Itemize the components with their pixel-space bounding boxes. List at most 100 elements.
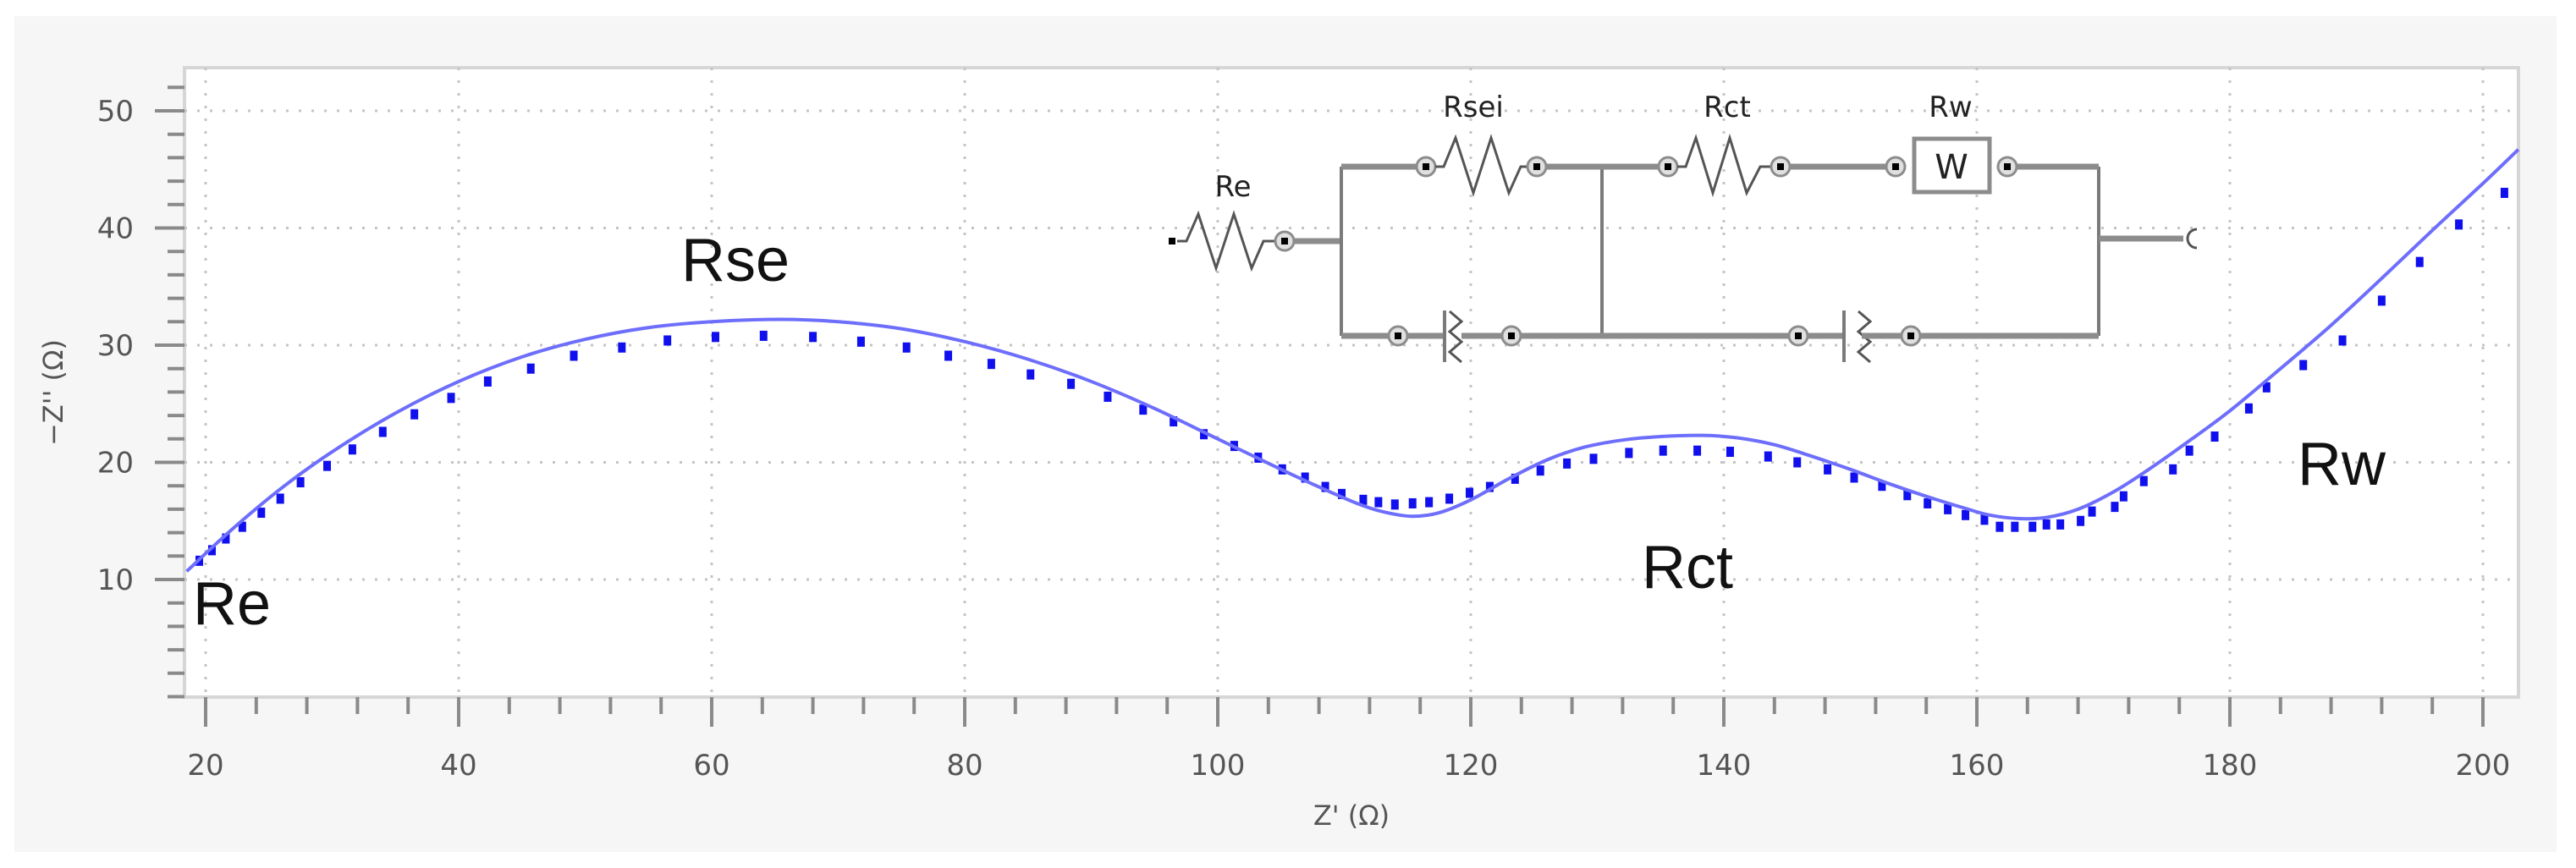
data-point — [1536, 465, 1544, 476]
data-point — [1445, 493, 1454, 504]
data-point — [2299, 360, 2308, 371]
y-tick-label: 30 — [97, 329, 134, 363]
data-point — [1511, 473, 1519, 484]
annotation-rct: Rct — [1642, 534, 1733, 602]
data-point — [711, 332, 719, 343]
data-point — [809, 332, 817, 343]
data-point — [1589, 453, 1598, 464]
data-point — [618, 342, 626, 353]
data-point — [2011, 521, 2019, 532]
data-point — [2377, 295, 2386, 306]
data-point — [2338, 335, 2347, 346]
data-point — [2028, 521, 2037, 532]
data-point — [2185, 445, 2193, 456]
data-point — [2500, 187, 2508, 198]
equivalent-circuit-diagram: Re Rsei Rct W Rw — [1169, 91, 2198, 364]
data-point — [1850, 472, 1858, 483]
resistor-rsei-icon — [1435, 134, 1527, 197]
data-point — [902, 342, 911, 353]
data-point — [1726, 447, 1734, 458]
y-axis-title: −Z'' (Ω) — [37, 339, 69, 446]
data-point — [2262, 382, 2271, 393]
data-point — [276, 493, 284, 504]
x-tick-label: 200 — [2456, 749, 2511, 783]
data-point — [1625, 448, 1633, 459]
data-point — [2119, 491, 2127, 502]
data-point — [856, 336, 865, 347]
data-point — [2210, 431, 2219, 442]
data-point — [1980, 514, 1989, 525]
data-point — [2244, 403, 2253, 414]
data-point — [1067, 378, 1076, 389]
circuit-label-rw: Rw — [1929, 91, 1972, 124]
data-point — [663, 335, 672, 346]
y-tick-label: 20 — [97, 447, 134, 481]
data-point — [1924, 497, 1932, 508]
data-point — [222, 533, 230, 544]
data-point — [1338, 488, 1346, 499]
data-point — [1104, 391, 1112, 402]
data-point — [944, 350, 953, 361]
warburg-element-icon — [1912, 136, 1992, 195]
circuit-output-node-icon — [2186, 228, 2198, 250]
data-point — [2042, 519, 2050, 530]
annotation-re: Re — [193, 570, 271, 638]
data-point — [1485, 481, 1494, 492]
data-point — [1374, 497, 1383, 508]
x-tick-label: 160 — [1950, 749, 2005, 783]
data-point — [2088, 506, 2096, 517]
fit-curve — [185, 148, 2520, 573]
data-point — [1903, 490, 1912, 501]
circuit-label-rct: Rct — [1704, 91, 1751, 124]
circuit-label-re: Re — [1214, 170, 1251, 204]
data-point — [1390, 499, 1399, 510]
data-point — [1321, 481, 1329, 492]
data-point — [1170, 416, 1178, 427]
x-axis-ticks: 20 40 60 80 100 120 140 160 180 200 — [187, 697, 2510, 783]
data-point — [759, 330, 768, 341]
x-axis-title: Z' (Ω) — [1313, 799, 1390, 832]
data-point — [1027, 369, 1035, 380]
data-point — [238, 521, 246, 532]
x-tick-label: 80 — [946, 749, 983, 783]
data-point — [1659, 445, 1667, 456]
data-point — [1408, 497, 1417, 508]
y-axis-ticks: 10 20 30 40 50 — [97, 85, 184, 699]
data-point — [1359, 494, 1368, 505]
data-point — [323, 460, 332, 471]
plot-area — [183, 66, 2520, 699]
data-point — [2169, 464, 2177, 475]
data-point — [1995, 521, 2004, 532]
warburg-label: W — [1935, 148, 1968, 187]
data-point — [987, 359, 995, 370]
x-tick-label: 120 — [1444, 749, 1499, 783]
data-point — [447, 393, 455, 404]
data-point — [257, 508, 266, 519]
data-point — [1466, 487, 1474, 498]
data-point — [2415, 256, 2424, 267]
data-point — [526, 363, 535, 374]
data-point — [570, 350, 578, 361]
data-point — [2077, 515, 2085, 526]
data-point — [1764, 451, 1772, 462]
data-point — [378, 426, 387, 437]
circuit-label-rsei: Rsei — [1443, 91, 1504, 124]
annotation-rw: Rw — [2298, 431, 2386, 498]
data-point — [1301, 472, 1309, 483]
annotation-rse: Rse — [681, 227, 790, 294]
data-point — [348, 444, 356, 455]
y-tick-label: 50 — [97, 95, 134, 129]
cpe-sei-icon — [1443, 310, 1464, 364]
data-point — [207, 545, 216, 556]
data-point — [1139, 404, 1148, 415]
data-point — [1878, 481, 1886, 492]
data-point — [483, 376, 492, 387]
data-point — [2455, 219, 2463, 230]
circuit-input-node — [1169, 238, 1175, 244]
data-point — [1793, 457, 1802, 468]
x-tick-label: 40 — [440, 749, 476, 783]
data-point — [1944, 503, 1952, 514]
data-point — [1824, 464, 1832, 475]
data-point — [2139, 475, 2148, 486]
